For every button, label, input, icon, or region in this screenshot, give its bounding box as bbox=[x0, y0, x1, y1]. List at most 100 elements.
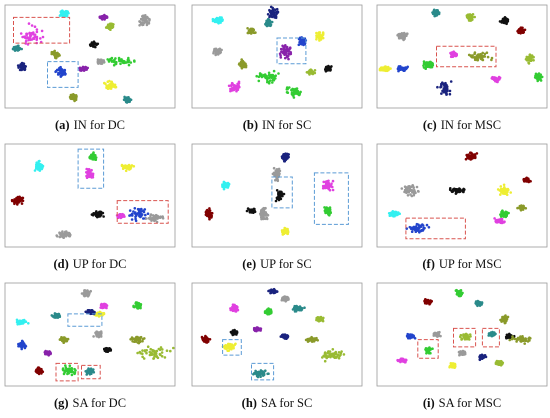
point bbox=[451, 189, 454, 193]
point bbox=[204, 210, 208, 214]
point bbox=[466, 13, 470, 17]
point bbox=[108, 83, 112, 87]
highlight-box bbox=[13, 16, 71, 44]
point bbox=[97, 61, 101, 64]
point bbox=[213, 48, 217, 51]
point bbox=[414, 230, 418, 233]
point bbox=[257, 370, 260, 374]
point bbox=[148, 217, 152, 221]
point bbox=[415, 185, 419, 189]
point bbox=[30, 24, 34, 27]
point bbox=[132, 210, 135, 213]
point bbox=[70, 373, 74, 377]
point bbox=[479, 57, 483, 60]
highlight-box bbox=[47, 61, 79, 88]
point bbox=[165, 349, 169, 353]
point bbox=[10, 198, 14, 202]
point bbox=[313, 69, 317, 72]
point bbox=[477, 54, 480, 58]
point bbox=[169, 349, 172, 353]
point bbox=[279, 56, 283, 59]
point bbox=[136, 341, 140, 344]
point bbox=[477, 301, 480, 305]
point bbox=[307, 337, 311, 341]
point bbox=[81, 67, 84, 71]
point bbox=[227, 84, 231, 88]
caption-label: (h) bbox=[242, 396, 257, 410]
point bbox=[103, 81, 106, 85]
point bbox=[258, 72, 262, 75]
point bbox=[145, 21, 149, 25]
point bbox=[529, 59, 532, 62]
point bbox=[271, 11, 275, 15]
point bbox=[522, 177, 526, 181]
point bbox=[264, 22, 267, 26]
point bbox=[138, 214, 141, 218]
point bbox=[132, 305, 135, 309]
point bbox=[90, 156, 94, 160]
point bbox=[275, 7, 279, 11]
point bbox=[208, 207, 211, 210]
point bbox=[397, 37, 401, 40]
point bbox=[95, 334, 98, 337]
panel-frame bbox=[4, 143, 176, 248]
point bbox=[315, 336, 318, 340]
point bbox=[267, 19, 271, 23]
point bbox=[267, 372, 270, 376]
point bbox=[87, 368, 91, 372]
point bbox=[21, 345, 24, 349]
point bbox=[102, 215, 105, 218]
point bbox=[145, 15, 149, 19]
point bbox=[91, 174, 94, 178]
point bbox=[161, 215, 164, 219]
caption-text: UP for MSC bbox=[439, 257, 502, 271]
point bbox=[74, 369, 77, 372]
point bbox=[318, 39, 321, 42]
point bbox=[399, 67, 402, 71]
point bbox=[259, 210, 263, 214]
point bbox=[252, 31, 256, 34]
caption-label: (b) bbox=[243, 118, 258, 132]
point bbox=[130, 164, 134, 167]
panel: (b) IN for SC bbox=[191, 4, 363, 132]
panel-frame bbox=[376, 143, 548, 248]
point bbox=[47, 351, 50, 355]
point bbox=[288, 48, 291, 51]
point bbox=[282, 45, 285, 49]
point bbox=[138, 304, 141, 308]
point bbox=[109, 57, 112, 61]
point bbox=[214, 50, 218, 54]
point bbox=[118, 213, 121, 216]
point bbox=[249, 32, 253, 35]
point bbox=[242, 61, 246, 64]
highlight-box bbox=[436, 45, 497, 68]
point bbox=[272, 77, 276, 80]
point bbox=[236, 82, 240, 85]
point bbox=[53, 49, 56, 53]
point bbox=[141, 337, 145, 341]
point bbox=[209, 214, 213, 217]
point bbox=[507, 188, 510, 192]
point bbox=[252, 207, 256, 211]
point bbox=[136, 351, 139, 355]
point bbox=[255, 373, 259, 376]
point bbox=[275, 171, 278, 175]
point bbox=[218, 49, 221, 52]
point bbox=[532, 59, 535, 62]
point bbox=[65, 13, 68, 16]
point bbox=[129, 338, 132, 341]
point bbox=[142, 210, 146, 214]
point bbox=[388, 214, 392, 217]
point bbox=[501, 209, 504, 212]
point bbox=[30, 31, 34, 35]
point bbox=[333, 356, 337, 360]
point bbox=[466, 155, 469, 159]
point bbox=[254, 369, 257, 373]
point bbox=[416, 189, 420, 193]
point bbox=[503, 15, 507, 19]
point bbox=[141, 17, 145, 21]
point bbox=[328, 352, 332, 356]
point bbox=[107, 85, 110, 89]
point bbox=[114, 62, 118, 66]
point bbox=[20, 347, 24, 351]
